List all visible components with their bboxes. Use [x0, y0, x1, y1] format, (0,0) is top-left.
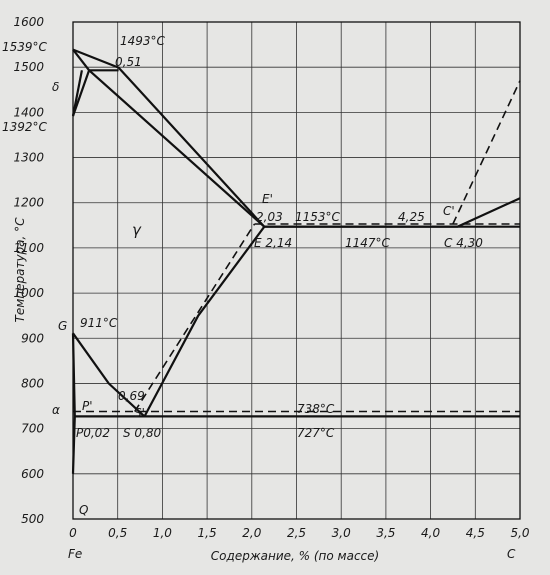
label-s080: S 0,80: [123, 426, 162, 440]
label-727: 727°C: [297, 426, 335, 440]
label-g: G: [58, 319, 67, 333]
tick-labels: 0 0,5 1,0 1,5 2,0 2,5 3,0 3,5 4,0 4,5 5,0 500 600 700…: [13, 15, 529, 540]
label-203: 2,03: [256, 210, 283, 224]
label-911: 911°C: [80, 316, 118, 330]
y-tick-label: 800: [21, 376, 44, 390]
label-delta: δ: [52, 80, 59, 94]
x-tick-label: 2,0: [242, 526, 261, 540]
x-tick-label: 4,0: [421, 526, 440, 540]
x-tick-label: 2,5: [287, 526, 306, 540]
y-tick-label: 1500: [13, 60, 44, 74]
phase-line: [88, 69, 266, 228]
x-tick-label: 3,5: [376, 526, 395, 540]
label-1147: 1147°C: [345, 236, 391, 250]
y-tick-label: 1300: [13, 151, 44, 165]
y-tick-label: 700: [21, 422, 44, 436]
label-e214: E 2,14: [254, 236, 292, 250]
label-p-prime: P': [82, 399, 93, 413]
label-1539: 1539°C: [2, 40, 48, 54]
y-tick-label: 600: [21, 467, 44, 481]
phase-line: [143, 226, 266, 417]
label-1493: 1493°C: [120, 34, 166, 48]
label-s-prime: S': [134, 406, 145, 420]
metastable-line: [452, 80, 521, 225]
grid-lines: [73, 22, 520, 519]
x-tick-label: 4,5: [466, 526, 485, 540]
label-c-prime: C': [443, 204, 455, 218]
y-tick-label: 500: [21, 512, 44, 526]
plot-frame: [72, 21, 521, 520]
y-axis-label: Температура, °С: [13, 217, 27, 323]
label-069: 0,69: [118, 389, 145, 403]
label-alpha: α: [52, 403, 60, 417]
label-1392: 1392°C: [2, 120, 48, 134]
phase-line: [72, 48, 90, 71]
x-axis-label: Содержание, % (по массе): [211, 549, 379, 563]
label-p002: P0,02: [76, 426, 110, 440]
x-tick-label: 0,5: [108, 526, 127, 540]
metastable-line: [134, 223, 256, 412]
label-1153: 1153°C: [295, 210, 341, 224]
phase-line: [71, 69, 91, 117]
phase-line: [71, 70, 83, 117]
annotations: 1539°C 1493°C 0,51 δ 1392°C γ E' 2,03 11…: [2, 34, 483, 517]
y-tick-label: 1000: [13, 286, 44, 300]
x-tick-label: 1,0: [153, 526, 172, 540]
y-tick-label: 1200: [13, 196, 44, 210]
y-tick-label: 1100: [13, 241, 44, 255]
phase-line: [72, 332, 146, 418]
label-c430: C 4,30: [444, 236, 483, 250]
x-tick-label: 5,0: [510, 526, 529, 540]
dashed-phase-lines: [73, 80, 521, 413]
label-051: 0,51: [115, 55, 142, 69]
label-e-prime: E': [262, 192, 273, 206]
y-tick-label: 1400: [13, 105, 44, 119]
x-tick-label: 3,0: [332, 526, 351, 540]
fe-label: Fe: [68, 547, 82, 561]
label-738: 738°C: [297, 402, 335, 416]
x-tick-label: 0: [69, 526, 77, 540]
y-tick-label: 1600: [13, 15, 44, 29]
label-425: 4,25: [398, 210, 425, 224]
label-q: Q: [79, 503, 88, 517]
y-tick-label: 900: [21, 331, 44, 345]
x-tick-label: 1,5: [198, 526, 217, 540]
carbon-label: C: [507, 547, 516, 561]
label-gamma: γ: [132, 221, 142, 239]
